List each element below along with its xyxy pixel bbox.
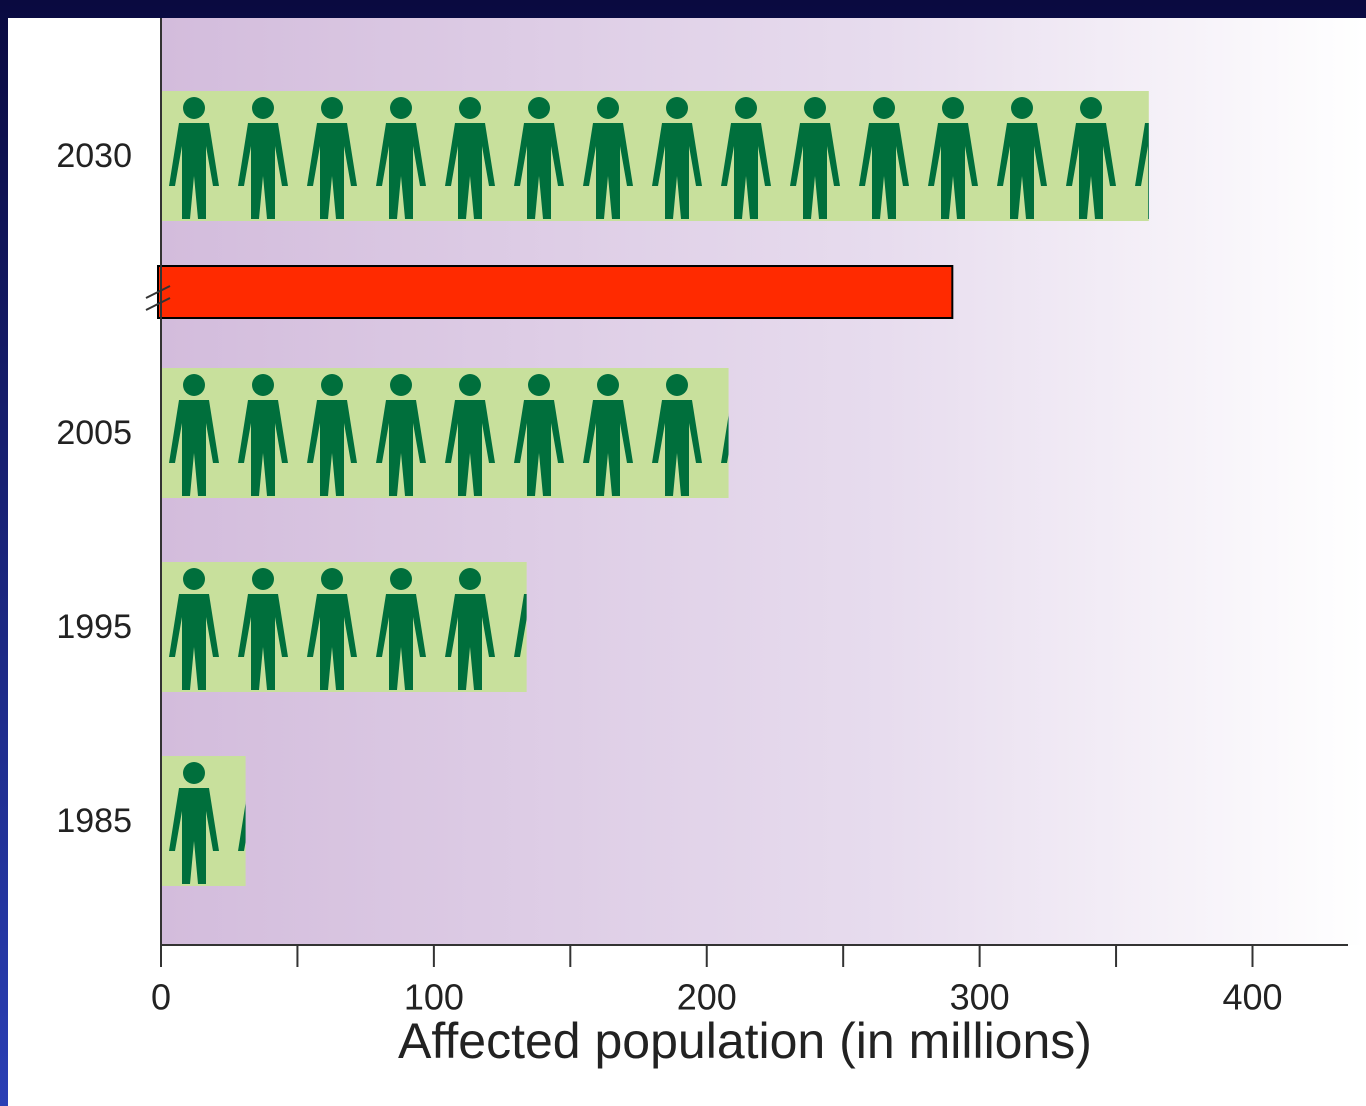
page: Affected population (in millions) 0 100 20… [0, 0, 1366, 1106]
y-tick-label: 1985 [56, 802, 132, 840]
x-tick-label: 400 [1222, 977, 1282, 1018]
bar [161, 756, 246, 886]
y-tick-label: 2030 [56, 137, 132, 175]
y-tick-label: 2005 [56, 414, 132, 452]
bar [161, 562, 527, 692]
bar [158, 266, 952, 318]
x-axis-title: Affected population (in millions) [398, 1013, 1092, 1069]
bar [161, 368, 729, 498]
x-tick-label: 200 [677, 977, 737, 1018]
chart: Affected population (in millions) 0 100 20… [0, 0, 1366, 1106]
bar [161, 91, 1149, 221]
y-tick-label: 1995 [56, 608, 132, 646]
x-tick-label: 0 [151, 977, 171, 1018]
x-tick-label: 100 [404, 977, 464, 1018]
x-tick-label: 300 [950, 977, 1010, 1018]
